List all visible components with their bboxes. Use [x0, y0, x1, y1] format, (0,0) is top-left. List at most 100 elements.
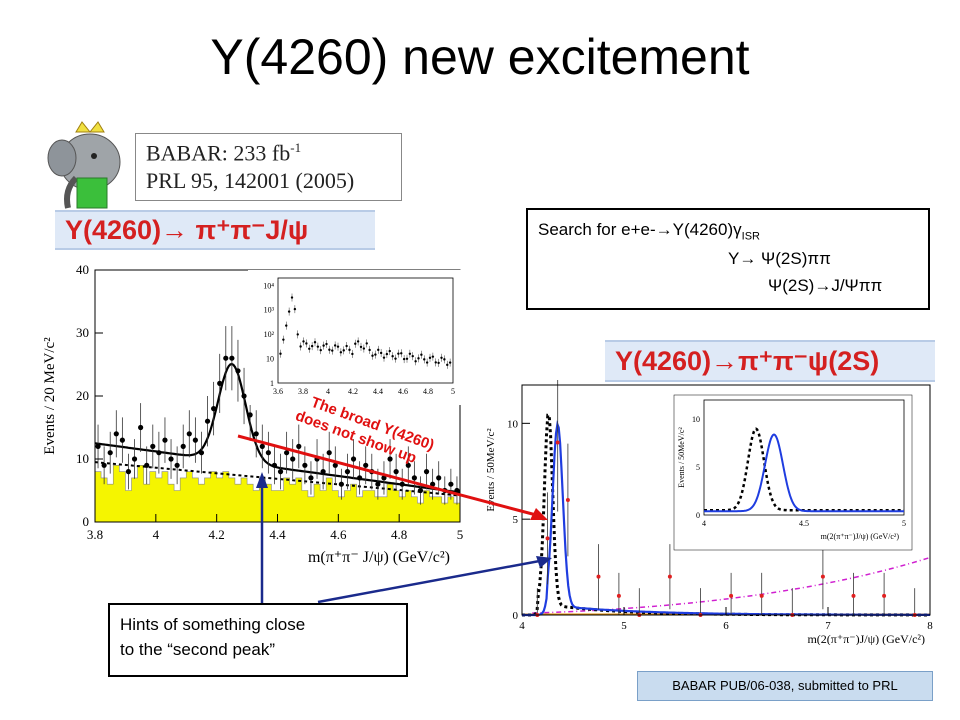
- inset-data-point: [325, 342, 328, 346]
- y-tick-label: 30: [76, 325, 89, 340]
- inset-data-point: [365, 342, 368, 345]
- inset-data-point: [305, 342, 308, 345]
- blue-arrow-right-line: [317, 558, 546, 604]
- x-tick-label: 6: [723, 620, 729, 632]
- data-point: [107, 450, 113, 456]
- inset-data-point: [362, 347, 366, 350]
- inset-data-point: [431, 355, 435, 358]
- search-line-1: Search for e+e-→Y(4260)γISR: [538, 220, 760, 242]
- inset-y-tick-label: 0: [696, 511, 700, 520]
- x-tick-label: 4.2: [209, 527, 225, 542]
- background-fit-line: [94, 461, 461, 497]
- inset-data-point: [308, 347, 311, 350]
- babar-luminosity-sup: -1: [290, 140, 302, 155]
- broad-y4260-annotation: The broad Y(4260)does not show up: [293, 390, 436, 471]
- inset-data-point: [405, 357, 409, 360]
- data-point: [851, 593, 856, 598]
- inset-data-point: [446, 363, 449, 367]
- x-tick-label: 5: [621, 620, 627, 632]
- inset-x-tick-label: 4.2: [348, 387, 358, 396]
- signal-fit-curve: [94, 362, 461, 494]
- inset-y-tick-label: 10⁴: [263, 281, 274, 290]
- data-point: [131, 456, 138, 462]
- x-tick-label: 3.8: [87, 527, 103, 542]
- channel-banner-jpsi: Y(4260)→ π⁺π⁻J/ψ: [55, 210, 375, 250]
- inset-data-point: [437, 361, 440, 365]
- inset-blue-fit: [704, 433, 904, 513]
- inset-data-point: [279, 352, 282, 355]
- inset-data-point: [371, 354, 374, 357]
- inset-data-point: [377, 348, 380, 352]
- inset-background: [248, 270, 463, 405]
- x-tick-label: 4: [519, 620, 525, 632]
- babar-luminosity-text: BABAR: 233 fb: [146, 140, 291, 166]
- data-point: [565, 498, 570, 502]
- inset-data-point: [348, 348, 351, 352]
- inset-x-tick-label: 4.4: [373, 387, 383, 396]
- inset-data-point: [388, 349, 391, 353]
- data-point: [95, 443, 101, 449]
- x-tick-label: 7: [825, 620, 831, 632]
- babar-luminosity: BABAR: 233 fb-1: [146, 134, 401, 167]
- data-point: [375, 481, 381, 487]
- search-line-1-text: Search for e+e-→Y(4260)γ: [538, 220, 742, 239]
- babar-citation-box: BABAR: 233 fb-1 PRL 95, 142001 (2005): [135, 133, 402, 201]
- inset-y-tick-label: 5: [696, 463, 700, 472]
- inset-data-point: [351, 352, 354, 356]
- inset-x-tick-label: 4.6: [398, 387, 408, 396]
- data-point: [284, 450, 290, 456]
- data-point: [211, 406, 217, 412]
- data-point: [596, 574, 601, 579]
- data-point: [308, 475, 314, 481]
- inset-data-point: [411, 354, 414, 358]
- x-tick-label: 4.6: [330, 527, 347, 542]
- data-point: [174, 462, 180, 468]
- data-point: [150, 443, 156, 449]
- inset-y-tick-label: 10: [266, 355, 274, 364]
- babar-mascot-image: [47, 121, 121, 209]
- jpsi-mass-chart: 3.8 4 4.2 4.4 4.6 4.8 5 0 10 20 30 40 m(π⁺π⁻ J/ψ) (G…: [42, 262, 463, 566]
- data-point: [363, 462, 369, 468]
- data-point: [417, 487, 424, 494]
- inset-plot: 4 4.5 5 0 5 10 m(2(π⁺π⁻)J/ψ) (GeV/c²) Events / …: [673, 394, 913, 551]
- inset-data-point: [316, 345, 320, 348]
- data-point: [430, 481, 436, 487]
- inset-x-tick-label: 5: [451, 387, 455, 396]
- inset-data-point: [400, 352, 403, 355]
- inset-x-tick-label: 5: [902, 519, 906, 528]
- data-point: [125, 469, 132, 475]
- data-point: [296, 443, 302, 449]
- data-point: [393, 469, 399, 475]
- inset-data-point: [285, 324, 288, 327]
- x-tick-label: 4: [153, 527, 160, 542]
- x-tick-label: 8: [927, 620, 933, 632]
- data-point: [259, 443, 265, 449]
- data-point: [320, 469, 326, 475]
- search-line-2: Y→ Ψ(2S)ππ: [728, 249, 831, 268]
- data-point: [253, 431, 259, 437]
- blue-arrow-right-head: [536, 556, 552, 568]
- data-point: [235, 368, 241, 374]
- inset-data-point: [423, 358, 426, 361]
- inset-data-point: [379, 351, 383, 355]
- y-tick-label: 0: [83, 514, 90, 529]
- inset-data-point: [299, 345, 302, 348]
- psi2s-mass-chart: 4 5 6 7 8 0 5 10 m(2(π⁺π⁻)J/ψ) (GeV/c²) Events / …: [485, 380, 933, 645]
- data-point: [436, 475, 442, 481]
- hint-text: Hints of something close to the “second …: [120, 615, 306, 659]
- inset-data-point: [331, 349, 334, 352]
- data-point: [423, 469, 430, 475]
- inset-background: [673, 394, 913, 551]
- page-title: Y(4260) new excitement: [210, 29, 750, 85]
- inset-x-tick-label: 4: [702, 519, 706, 528]
- inset-y-tick-label: 10³: [264, 306, 275, 315]
- inset-y-axis-label: Events / 50MeV/c²: [677, 427, 686, 488]
- red-arrow-head: [530, 508, 548, 520]
- inset-data-point: [319, 348, 322, 352]
- babar-reference: PRL 95, 142001 (2005): [146, 168, 355, 194]
- x-axis-label: m(2(π⁺π⁻)J/ψ) (GeV/c²): [807, 632, 925, 645]
- data-point: [247, 412, 253, 418]
- data-point: [405, 462, 411, 468]
- inset-data-point: [293, 307, 297, 311]
- y-tick-label: 20: [76, 388, 89, 403]
